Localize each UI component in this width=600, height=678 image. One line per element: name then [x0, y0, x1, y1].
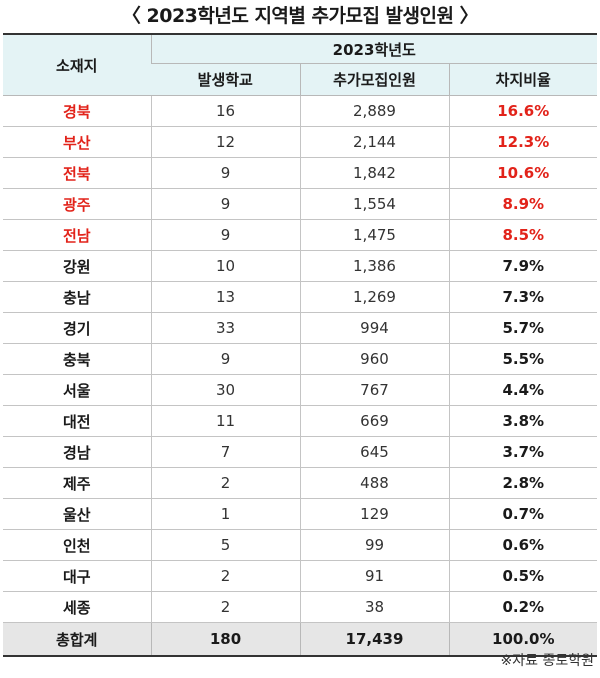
table-row: 울산 1 129 0.7%: [3, 498, 598, 530]
total-row: 총합계 180 17,439 100.0%: [3, 622, 598, 657]
table-row: 충남 13 1,269 7.3%: [3, 281, 598, 313]
schools-cell: 16: [150, 95, 300, 127]
rate-cell: 4.4%: [448, 374, 598, 406]
total-label: 총합계: [3, 622, 151, 657]
count-cell: 91: [299, 560, 449, 592]
schools-cell: 30: [150, 374, 300, 406]
total-schools: 180: [150, 622, 300, 657]
schools-cell: 2: [150, 560, 300, 592]
region-cell: 울산: [3, 498, 151, 530]
rate-cell: 3.8%: [448, 405, 598, 437]
region-cell: 부산: [3, 126, 151, 158]
region-cell: 대전: [3, 405, 151, 437]
region-cell: 전북: [3, 157, 151, 189]
count-cell: 2,889: [299, 95, 449, 127]
schools-cell: 7: [150, 436, 300, 468]
rate-cell: 8.9%: [448, 188, 598, 220]
table-row: 광주 9 1,554 8.9%: [3, 188, 598, 220]
table-row: 강원 10 1,386 7.9%: [3, 250, 598, 282]
table-row: 경북 16 2,889 16.6%: [3, 95, 598, 127]
region-cell: 경남: [3, 436, 151, 468]
rate-cell: 5.5%: [448, 343, 598, 375]
region-cell: 제주: [3, 467, 151, 499]
region-cell: 세종: [3, 591, 151, 623]
count-cell: 645: [299, 436, 449, 468]
region-cell: 대구: [3, 560, 151, 592]
header-schools: 발생학교: [151, 63, 300, 96]
total-count: 17,439: [299, 622, 449, 657]
region-cell: 충남: [3, 281, 151, 313]
header-count: 추가모집인원: [299, 63, 449, 96]
table-row: 서울 30 767 4.4%: [3, 374, 598, 406]
table-row: 충북 9 960 5.5%: [3, 343, 598, 375]
schools-cell: 2: [150, 591, 300, 623]
count-cell: 129: [299, 498, 449, 530]
table-body: 경북 16 2,889 16.6% 부산 12 2,144 12.3% 전북 9 1,842 10.6…: [3, 95, 598, 623]
schools-cell: 11: [150, 405, 300, 437]
schools-cell: 9: [150, 188, 300, 220]
rate-cell: 0.2%: [448, 591, 598, 623]
region-cell: 경기: [3, 312, 151, 344]
schools-cell: 9: [150, 157, 300, 189]
schools-cell: 12: [150, 126, 300, 158]
schools-cell: 2: [150, 467, 300, 499]
table-row: 경남 7 645 3.7%: [3, 436, 598, 468]
region-cell: 광주: [3, 188, 151, 220]
table-row: 대구 2 91 0.5%: [3, 560, 598, 592]
table-row: 세종 2 38 0.2%: [3, 591, 598, 623]
region-cell: 인천: [3, 529, 151, 561]
total-rate: 100.0%: [448, 622, 598, 657]
schools-cell: 13: [150, 281, 300, 313]
count-cell: 488: [299, 467, 449, 499]
table-title: 〈 2023학년도 지역별 추가모집 발생인원 〉: [121, 5, 479, 27]
count-cell: 994: [299, 312, 449, 344]
schools-cell: 10: [150, 250, 300, 282]
rate-cell: 0.6%: [448, 529, 598, 561]
region-cell: 경북: [3, 95, 151, 127]
region-cell: 강원: [3, 250, 151, 282]
rate-cell: 12.3%: [448, 126, 598, 158]
rate-cell: 7.9%: [448, 250, 598, 282]
table-row: 전남 9 1,475 8.5%: [3, 219, 598, 251]
schools-cell: 5: [150, 529, 300, 561]
header-year: 2023학년도: [150, 34, 598, 64]
count-cell: 1,386: [299, 250, 449, 282]
region-cell: 전남: [3, 219, 151, 251]
count-cell: 1,269: [299, 281, 449, 313]
rate-cell: 3.7%: [448, 436, 598, 468]
header-region: 소재지: [3, 34, 151, 96]
rate-cell: 7.3%: [448, 281, 598, 313]
source-note: ※자료 종로학원: [500, 653, 594, 669]
region-cell: 서울: [3, 374, 151, 406]
rate-cell: 10.6%: [448, 157, 598, 189]
count-cell: 1,554: [299, 188, 449, 220]
header-rate: 차지비율: [448, 63, 598, 96]
rate-cell: 16.6%: [448, 95, 598, 127]
table-row: 경기 33 994 5.7%: [3, 312, 598, 344]
count-cell: 1,475: [299, 219, 449, 251]
schools-cell: 9: [150, 219, 300, 251]
count-cell: 669: [299, 405, 449, 437]
count-cell: 960: [299, 343, 449, 375]
table-row: 대전 11 669 3.8%: [3, 405, 598, 437]
table-row: 전북 9 1,842 10.6%: [3, 157, 598, 189]
count-cell: 767: [299, 374, 449, 406]
region-cell: 충북: [3, 343, 151, 375]
schools-cell: 33: [150, 312, 300, 344]
count-cell: 1,842: [299, 157, 449, 189]
admissions-table: 소재지 2023학년도 발생학교 추가모집인원 차지비율 경북 16 2,889 16…: [3, 33, 598, 657]
count-cell: 99: [299, 529, 449, 561]
rate-cell: 0.5%: [448, 560, 598, 592]
count-cell: 2,144: [299, 126, 449, 158]
table-row: 인천 5 99 0.6%: [3, 529, 598, 561]
count-cell: 38: [299, 591, 449, 623]
rate-cell: 0.7%: [448, 498, 598, 530]
schools-cell: 9: [150, 343, 300, 375]
table-row: 부산 12 2,144 12.3%: [3, 126, 598, 158]
schools-cell: 1: [150, 498, 300, 530]
rate-cell: 5.7%: [448, 312, 598, 344]
rate-cell: 8.5%: [448, 219, 598, 251]
table-row: 제주 2 488 2.8%: [3, 467, 598, 499]
rate-cell: 2.8%: [448, 467, 598, 499]
